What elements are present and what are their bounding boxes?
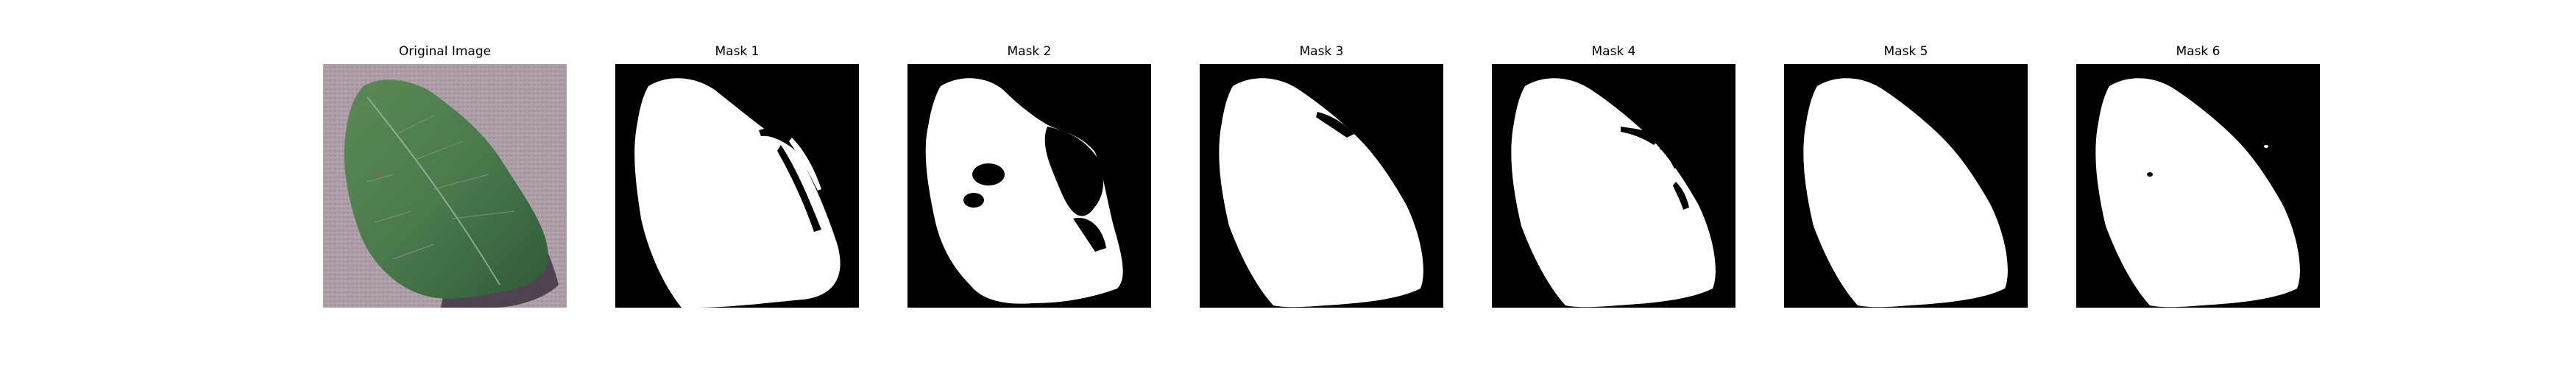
panel-mask-1: Mask 1 xyxy=(615,0,859,368)
panel-original-image: Original Image xyxy=(323,0,567,368)
mask-4-image xyxy=(1492,64,1735,308)
panel-title: Mask 3 xyxy=(1200,44,1443,59)
panel-title: Mask 5 xyxy=(1784,44,2028,59)
mask-5-image xyxy=(1784,64,2028,308)
panel-title: Original Image xyxy=(323,44,567,59)
panel-mask-3: Mask 3 xyxy=(1200,0,1443,368)
mask-6-image xyxy=(2076,64,2320,308)
panel-title: Mask 6 xyxy=(2076,44,2320,59)
panel-title: Mask 2 xyxy=(907,44,1151,59)
panel-mask-4: Mask 4 xyxy=(1492,0,1735,368)
panel-mask-5: Mask 5 xyxy=(1784,0,2028,368)
panel-title: Mask 1 xyxy=(615,44,859,59)
original-leaf-image xyxy=(323,64,567,308)
panel-title: Mask 4 xyxy=(1492,44,1735,59)
panel-mask-6: Mask 6 xyxy=(2076,0,2320,368)
panel-mask-2: Mask 2 xyxy=(907,0,1151,368)
mask-1-image xyxy=(615,64,859,308)
mask-3-image xyxy=(1200,64,1443,308)
mask-2-image xyxy=(907,64,1151,308)
